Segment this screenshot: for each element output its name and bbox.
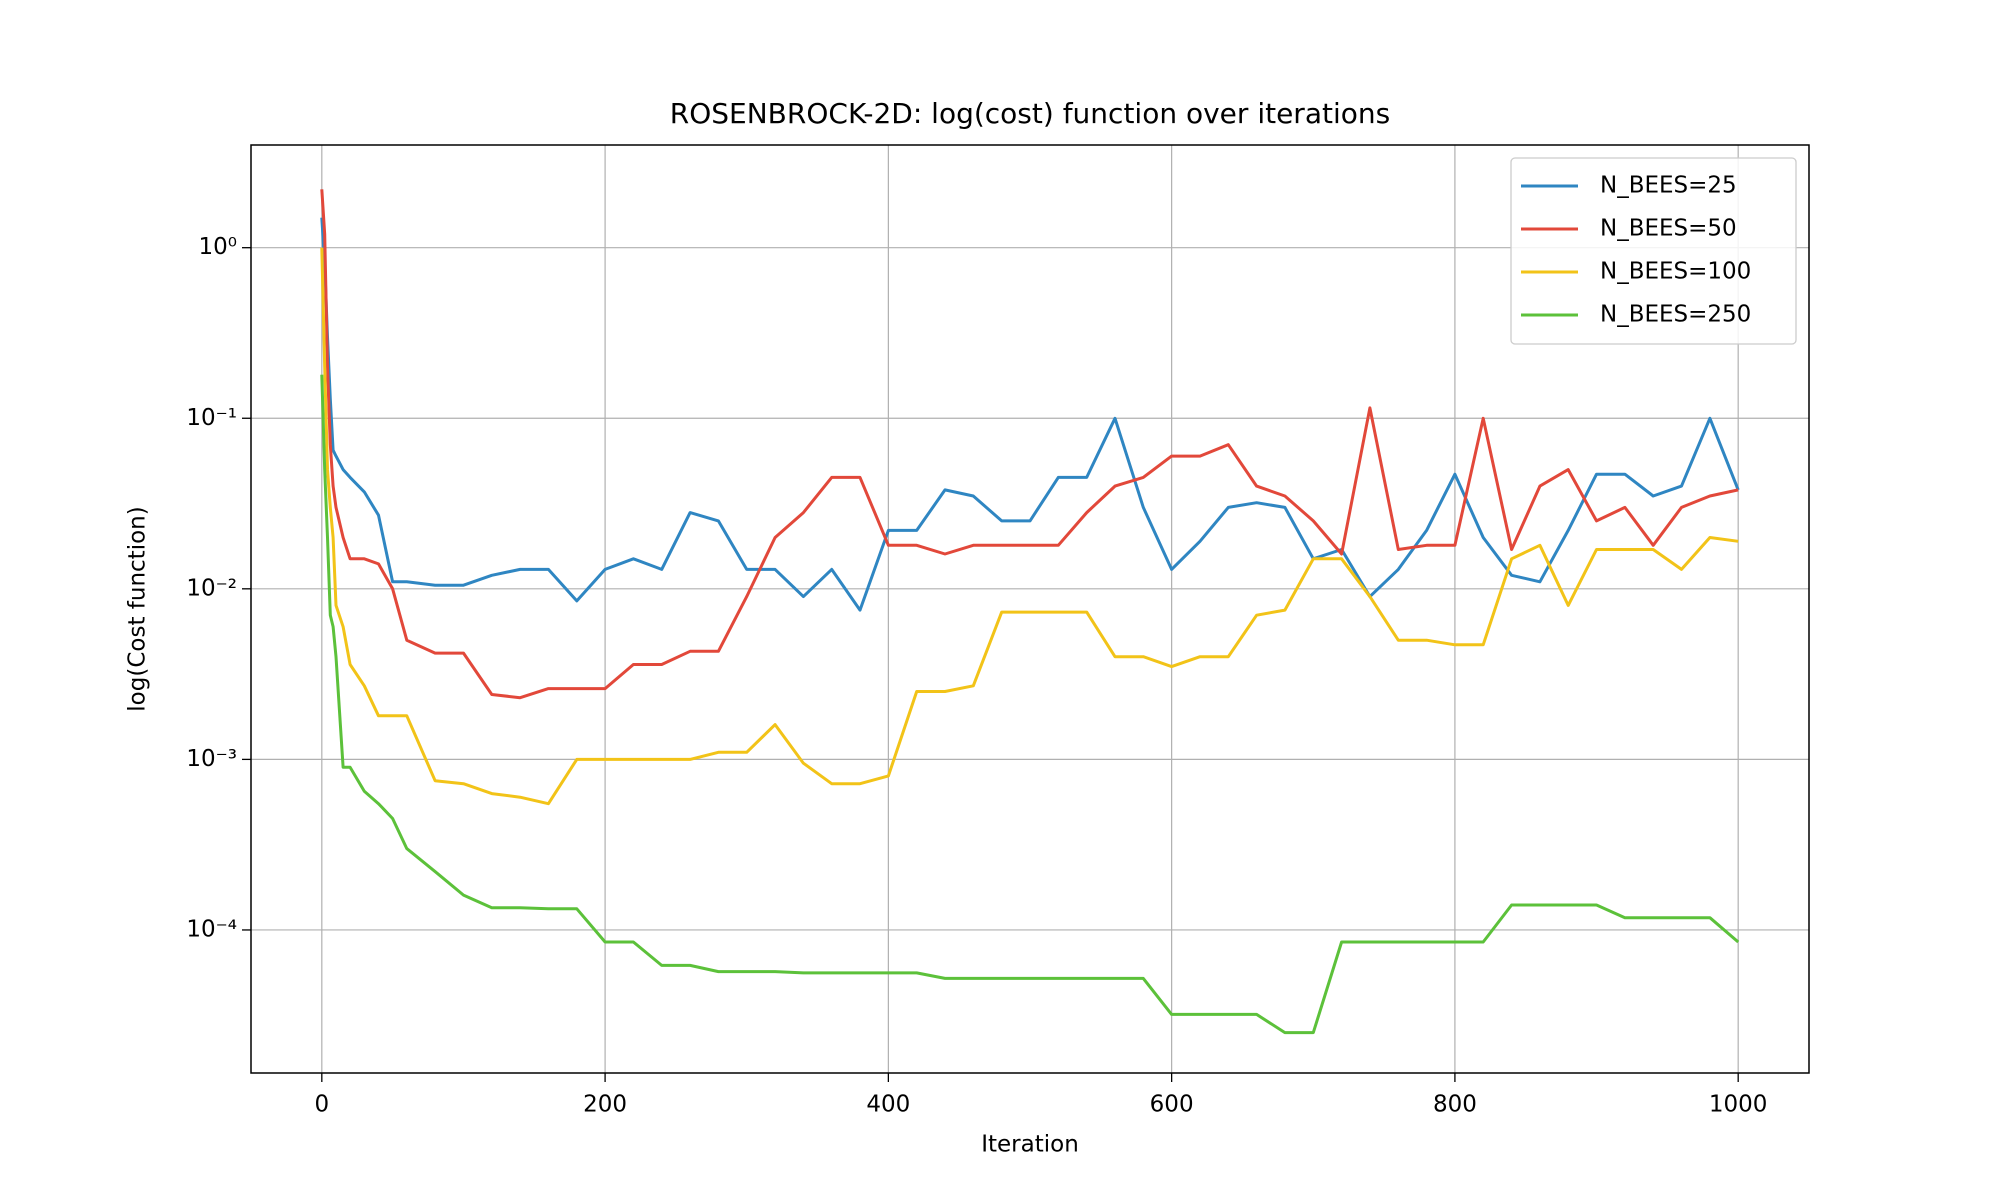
series-line	[320, 217, 1740, 612]
x-tick-label: 400	[866, 1092, 910, 1118]
legend-label: N_BEES=25	[1600, 173, 1737, 199]
y-tick-label: 10⁻²	[186, 575, 237, 601]
y-tick-label: 10⁰	[199, 234, 238, 260]
legend-label: N_BEES=250	[1600, 302, 1751, 328]
legend: N_BEES=25 N_BEES=50 N_BEES=100 N_BEES=250	[1510, 157, 1797, 345]
legend-label: N_BEES=50	[1600, 216, 1737, 242]
series-line	[320, 189, 1739, 700]
legend-label: N_BEES=100	[1600, 259, 1751, 285]
y-tick-label: 10⁻³	[186, 746, 237, 772]
chart-title: ROSENBROCK-2D: log(cost) function over i…	[670, 97, 1390, 130]
x-tick-label: 200	[583, 1092, 627, 1118]
x-tick-label: 0	[314, 1092, 329, 1118]
plot-frame	[250, 144, 1810, 1074]
series-line	[320, 374, 1740, 1035]
x-tick-label: 600	[1150, 1092, 1194, 1118]
x-tick-label: 800	[1433, 1092, 1477, 1118]
x-axis-label: Iteration	[981, 1132, 1079, 1158]
legend-box	[1510, 157, 1797, 345]
series-line	[320, 247, 1739, 806]
x-tick-label: 1000	[1709, 1092, 1768, 1118]
y-axis-label: log(Cost function)	[125, 506, 151, 711]
y-tick-label: 10⁻¹	[186, 405, 237, 431]
y-tick-label: 10⁻⁴	[186, 916, 237, 942]
